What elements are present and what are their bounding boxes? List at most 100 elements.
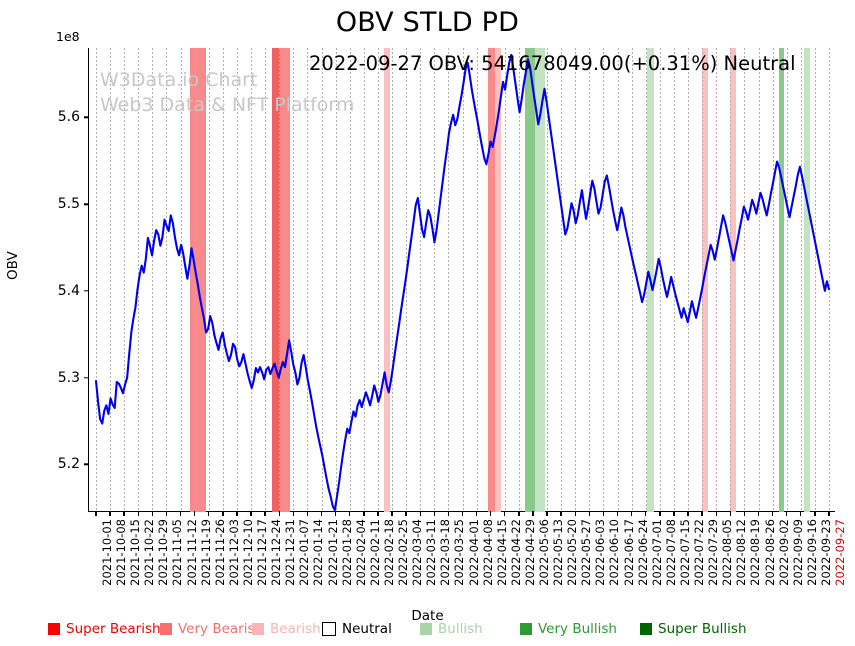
x-tick-label: 2022-05-20 — [565, 519, 580, 586]
legend-label: Super Bearish — [66, 621, 161, 637]
gridline — [716, 48, 718, 512]
x-tick-label: 2022-05-27 — [579, 519, 594, 586]
x-tick-mark — [278, 511, 280, 516]
legend-label: Bullish — [438, 621, 483, 637]
x-tick-label: 2022-09-27 — [833, 519, 847, 586]
gridline — [124, 48, 126, 512]
legend-item[interactable]: Very Bullish — [520, 620, 617, 638]
x-tick-label: 2022-05-06 — [536, 519, 551, 586]
gridline — [180, 48, 182, 512]
gridline — [363, 48, 365, 512]
x-tick-mark — [419, 511, 421, 516]
x-tick-label: 2021-11-19 — [198, 519, 213, 586]
latest-value-annotation: 2022-09-27 OBV: 541678049.00(+0.31%) Neu… — [309, 52, 796, 75]
gridline — [448, 48, 450, 512]
y-tick-mark — [84, 116, 89, 119]
x-tick-label: 2022-05-13 — [551, 519, 566, 586]
x-tick-mark — [475, 511, 478, 516]
x-tick-label: 2022-04-29 — [522, 519, 537, 586]
legend-swatch-icon — [420, 623, 432, 635]
x-tick-label: 2022-09-09 — [790, 519, 805, 586]
x-tick-label: 2022-08-12 — [734, 519, 749, 586]
x-tick-mark — [701, 511, 703, 516]
gridline — [462, 48, 464, 512]
plot-inner — [89, 48, 836, 512]
gridline — [673, 48, 675, 512]
obv-series-svg — [94, 53, 831, 512]
chart-title: OBV STLD PD — [335, 7, 520, 38]
gridline — [420, 48, 422, 512]
x-tick-mark — [786, 511, 788, 516]
x-tick-mark — [630, 511, 633, 516]
sentiment-band — [279, 48, 290, 512]
legend-swatch-icon — [520, 623, 532, 635]
x-tick-label: 2022-04-08 — [480, 519, 495, 586]
legend-item[interactable]: Super Bearish — [48, 620, 161, 638]
y-tick-label: 5.6 — [57, 109, 80, 126]
x-tick-label: 2022-09-16 — [804, 519, 819, 586]
x-tick-label: 2022-09-23 — [818, 519, 833, 586]
x-tick-mark — [109, 511, 111, 516]
x-tick-mark — [391, 511, 393, 516]
x-tick-mark — [757, 511, 760, 516]
x-tick-mark — [363, 511, 365, 516]
gridline — [547, 48, 549, 512]
legend-swatch-icon — [252, 623, 264, 635]
x-tick-label: 2022-07-22 — [692, 519, 707, 586]
legend-item[interactable]: Super Bullish — [640, 620, 747, 638]
x-tick-mark — [334, 511, 337, 516]
gridline — [800, 48, 802, 512]
gridline — [152, 48, 154, 512]
x-tick-mark — [377, 511, 379, 516]
x-tick-mark — [292, 511, 295, 516]
gridline — [814, 48, 816, 512]
x-tick-label: 2022-08-05 — [720, 519, 735, 586]
x-tick-label: 2021-11-26 — [212, 519, 227, 586]
x-tick-label: 2022-04-01 — [466, 519, 481, 586]
x-tick-mark — [814, 511, 816, 516]
gridline — [772, 48, 774, 512]
x-tick-mark — [771, 511, 774, 516]
legend-item[interactable]: Very Bearish — [160, 620, 263, 638]
x-tick-mark — [715, 511, 717, 516]
gridline — [575, 48, 577, 512]
sentiment-band — [729, 48, 736, 512]
x-tick-mark — [447, 511, 450, 516]
legend-item[interactable]: Neutral — [322, 620, 392, 638]
x-tick-label: 2021-10-08 — [114, 519, 129, 586]
gridline — [208, 48, 210, 512]
legend-label: Bearish — [270, 621, 321, 637]
x-tick-label: 2021-12-10 — [240, 519, 255, 586]
gridline — [166, 48, 168, 512]
x-tick-label: 2021-10-29 — [156, 519, 171, 586]
x-tick-label: 2022-08-26 — [762, 519, 777, 586]
x-tick-mark — [546, 511, 548, 516]
x-tick-mark — [193, 511, 196, 516]
legend-item[interactable]: Bullish — [420, 620, 483, 638]
sentiment-band — [271, 48, 280, 512]
x-tick-label: 2021-11-05 — [170, 519, 185, 586]
sentiment-band — [534, 48, 545, 512]
x-tick-label: 2022-07-29 — [706, 519, 721, 586]
y-tick-label: 5.4 — [57, 282, 80, 299]
x-tick-mark — [574, 511, 576, 516]
gridline — [279, 48, 281, 512]
y-tick-label: 5.2 — [57, 456, 80, 473]
gridline — [434, 48, 436, 512]
gridline — [349, 48, 351, 512]
gridline — [603, 48, 605, 512]
gridline — [251, 48, 253, 512]
gridline — [744, 48, 746, 512]
x-tick-label: 2022-01-28 — [339, 519, 354, 586]
x-tick-mark — [532, 511, 534, 516]
x-tick-mark — [222, 511, 224, 516]
x-tick-label: 2021-10-15 — [128, 519, 143, 586]
x-tick-mark — [123, 511, 125, 516]
legend-item[interactable]: Bearish — [252, 620, 321, 638]
x-tick-label: 2022-03-04 — [410, 519, 425, 586]
x-tick-label: 2022-07-01 — [649, 519, 664, 586]
x-tick-label: 2022-04-22 — [508, 519, 523, 586]
gridline — [293, 48, 295, 512]
legend-swatch-icon — [322, 622, 336, 636]
legend-label: Very Bearish — [178, 621, 264, 637]
